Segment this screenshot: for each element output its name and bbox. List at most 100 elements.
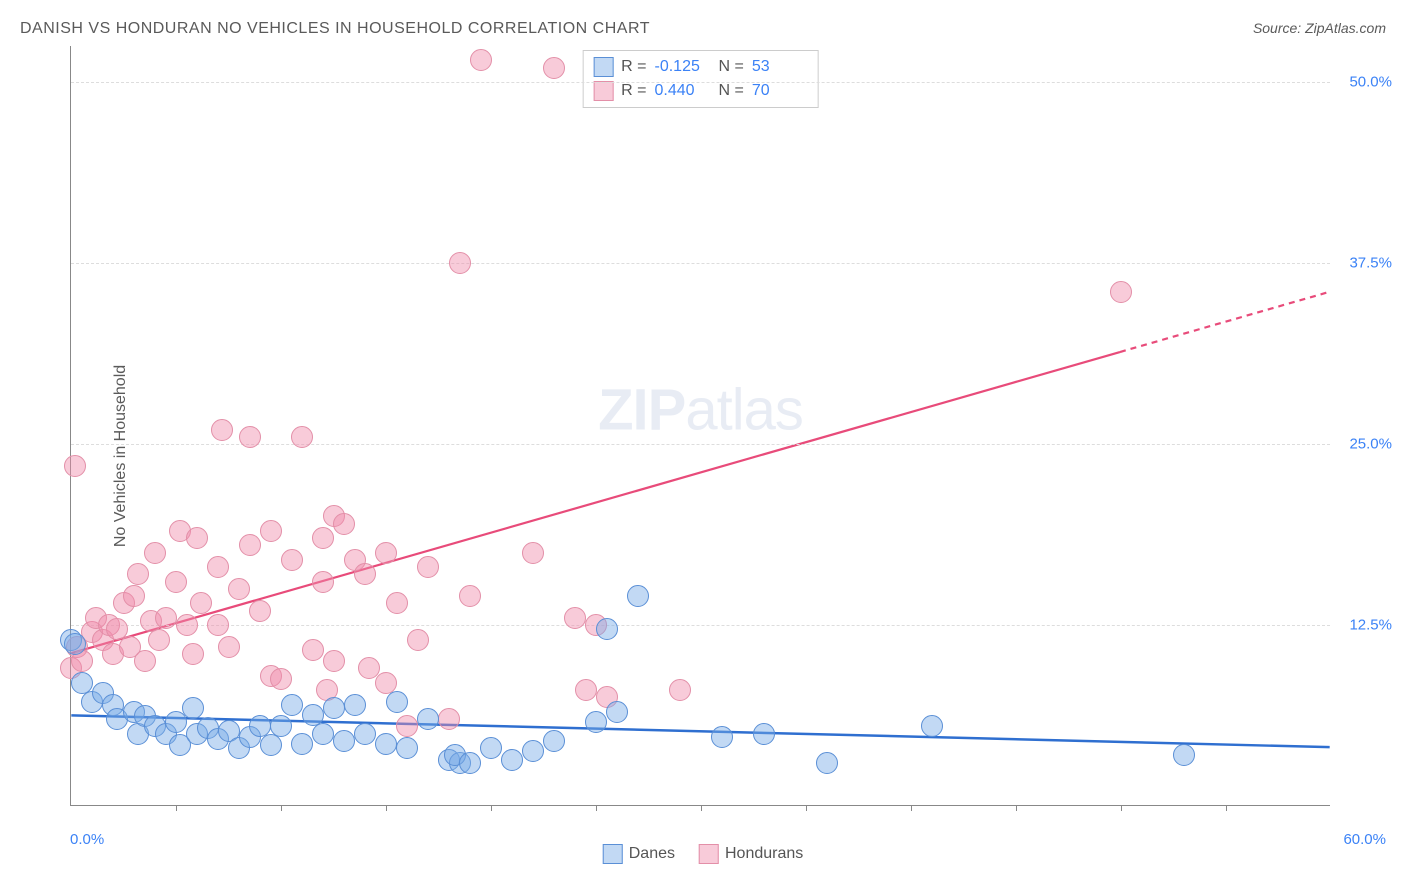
y-tick-label: 12.5% (1349, 617, 1392, 634)
n-value-danes: 53 (752, 58, 808, 76)
danes-point (386, 691, 408, 713)
hondurans-point (375, 542, 397, 564)
chart-title: DANISH VS HONDURAN NO VEHICLES IN HOUSEH… (20, 20, 650, 38)
danes-point (291, 733, 313, 755)
hondurans-point (396, 715, 418, 737)
hondurans-point (249, 600, 271, 622)
x-tick (281, 805, 282, 811)
x-tick (386, 805, 387, 811)
x-tick (806, 805, 807, 811)
n-label: N = (719, 58, 744, 76)
r-value-danes: -0.125 (655, 58, 711, 76)
hondurans-point (333, 513, 355, 535)
hondurans-point (207, 556, 229, 578)
hondurans-point (211, 419, 233, 441)
danes-point (606, 701, 628, 723)
hondurans-point (64, 455, 86, 477)
r-value-hondurans: 0.440 (655, 82, 711, 100)
danes-point (312, 723, 334, 745)
danes-point (1173, 744, 1195, 766)
correlation-legend: R = -0.125 N = 53 R = 0.440 N = 70 (582, 50, 819, 108)
swatch-hondurans-icon (699, 844, 719, 864)
y-tick-label: 50.0% (1349, 74, 1392, 91)
hondurans-point (127, 563, 149, 585)
plot-area: ZIPatlas R = -0.125 N = 53 R = 0.440 N =… (70, 46, 1330, 806)
watermark: ZIPatlas (598, 377, 803, 444)
legend-item-hondurans: Hondurans (699, 844, 803, 864)
n-value-hondurans: 70 (752, 82, 808, 100)
x-tick (1121, 805, 1122, 811)
x-tick (911, 805, 912, 811)
hondurans-point (312, 527, 334, 549)
danes-point (522, 740, 544, 762)
source-link[interactable]: ZipAtlas.com (1305, 20, 1386, 36)
gridline (71, 82, 1330, 83)
danes-point (596, 618, 618, 640)
series-legend: Danes Hondurans (603, 844, 804, 864)
hondurans-point (564, 607, 586, 629)
gridline (71, 625, 1330, 626)
y-tick-label: 25.0% (1349, 436, 1392, 453)
danes-point (333, 730, 355, 752)
source-attribution: Source: ZipAtlas.com (1253, 20, 1386, 36)
hondurans-point (144, 542, 166, 564)
legend-item-danes: Danes (603, 844, 675, 864)
hondurans-point (575, 679, 597, 701)
hondurans-point (669, 679, 691, 701)
hondurans-point (218, 636, 240, 658)
danes-point (627, 585, 649, 607)
danes-point (585, 711, 607, 733)
swatch-hondurans (593, 81, 613, 101)
legend-label-hondurans: Hondurans (725, 845, 803, 863)
hondurans-point (459, 585, 481, 607)
hondurans-point (207, 614, 229, 636)
danes-point (816, 752, 838, 774)
hondurans-point (291, 426, 313, 448)
regression-lines (71, 46, 1330, 805)
hondurans-point (270, 668, 292, 690)
hondurans-point (449, 252, 471, 274)
hondurans-point (228, 578, 250, 600)
x-tick (596, 805, 597, 811)
danes-point (543, 730, 565, 752)
danes-point (375, 733, 397, 755)
danes-point (323, 697, 345, 719)
hondurans-point (190, 592, 212, 614)
hondurans-point (407, 629, 429, 651)
hondurans-point (155, 607, 177, 629)
danes-point (711, 726, 733, 748)
hondurans-point (186, 527, 208, 549)
hondurans-point (386, 592, 408, 614)
danes-point (281, 694, 303, 716)
danes-point (354, 723, 376, 745)
r-label: R = (621, 58, 646, 76)
hondurans-point (148, 629, 170, 651)
danes-point (396, 737, 418, 759)
danes-point (64, 633, 86, 655)
danes-point (921, 715, 943, 737)
hondurans-point (165, 571, 187, 593)
danes-point (344, 694, 366, 716)
hondurans-point (470, 49, 492, 71)
hondurans-point (438, 708, 460, 730)
x-min-label: 0.0% (70, 831, 104, 848)
legend-label-danes: Danes (629, 845, 675, 863)
source-label: Source: (1253, 20, 1301, 36)
hondurans-point (417, 556, 439, 578)
hondurans-point (239, 426, 261, 448)
x-tick (1016, 805, 1017, 811)
hondurans-point (239, 534, 261, 556)
n-label: N = (719, 82, 744, 100)
hondurans-point (260, 520, 282, 542)
hondurans-point (302, 639, 324, 661)
danes-point (480, 737, 502, 759)
hondurans-point (543, 57, 565, 79)
x-max-label: 60.0% (1343, 831, 1386, 848)
chart-container: No Vehicles in Household ZIPatlas R = -0… (20, 46, 1386, 866)
danes-point (753, 723, 775, 745)
hondurans-point (176, 614, 198, 636)
gridline (71, 444, 1330, 445)
swatch-danes-icon (603, 844, 623, 864)
hondurans-point (323, 650, 345, 672)
hondurans-point (1110, 281, 1132, 303)
